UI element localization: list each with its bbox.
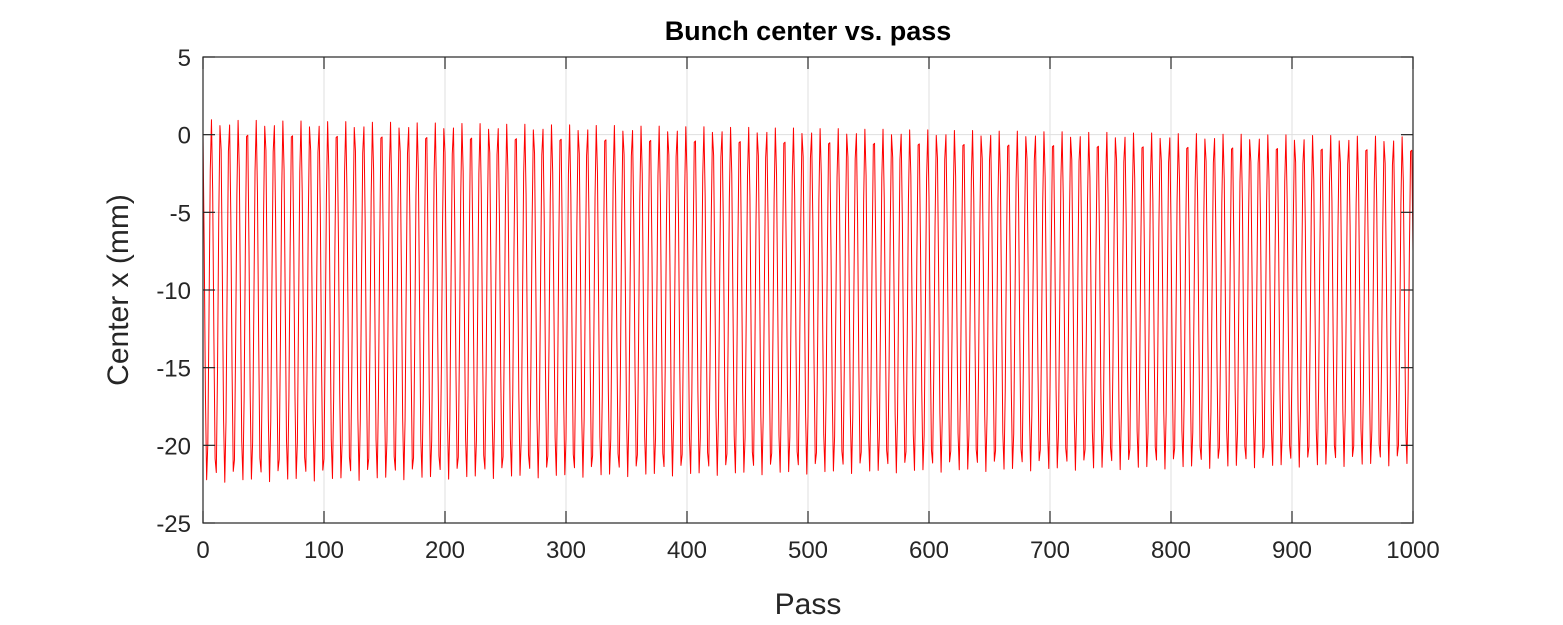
- x-tick-label: 700: [1030, 537, 1070, 564]
- y-axis-label: Center x (mm): [102, 194, 135, 386]
- x-tick-label: 100: [304, 537, 344, 564]
- series-line: [202, 119, 1414, 483]
- y-tick-label: -25: [156, 511, 191, 538]
- x-tick-label: 1000: [1386, 537, 1439, 564]
- grid: [202, 56, 1414, 524]
- x-tick-label: 200: [425, 537, 465, 564]
- series-polyline: [202, 119, 1414, 483]
- y-tick-label: -15: [156, 356, 191, 383]
- y-tick-label: 5: [178, 45, 191, 72]
- x-tick-label: 0: [196, 537, 209, 564]
- x-tick-label: 500: [788, 537, 828, 564]
- y-tick-label: 0: [178, 123, 191, 150]
- x-tick-label: 300: [546, 537, 586, 564]
- y-tick-label: -20: [156, 433, 191, 460]
- x-tick-label: 600: [909, 537, 949, 564]
- x-tick-label: 800: [1151, 537, 1191, 564]
- chart-title: Bunch center vs. pass: [665, 16, 952, 46]
- ticks: 0 100 200 300 400 500 600 700 800 900 1000 5 0 -5 -10 -…: [156, 45, 1439, 564]
- x-axis-label: Pass: [775, 588, 842, 621]
- x-tick-label: 400: [667, 537, 707, 564]
- y-tick-label: -5: [170, 200, 191, 227]
- x-tick-label: 900: [1272, 537, 1312, 564]
- y-tick-label: -10: [156, 278, 191, 305]
